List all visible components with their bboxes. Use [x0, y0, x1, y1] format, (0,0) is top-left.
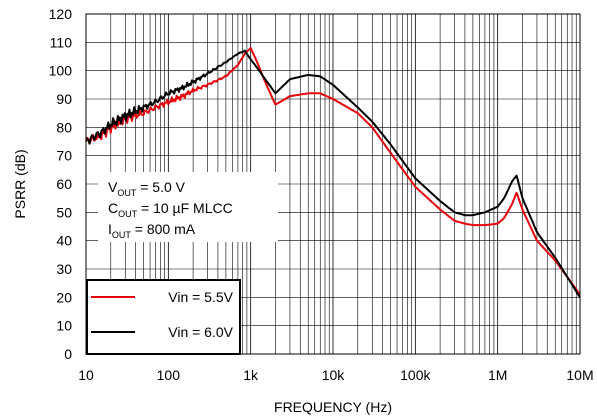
legend-label-series-2: Vin = 6.0V	[168, 324, 233, 340]
y-tick-label: 0	[64, 346, 72, 362]
annotation-vout: VOUT = 5.0 V	[108, 179, 186, 198]
legend-label-series-1: Vin = 5.5V	[168, 289, 233, 305]
y-tick-label: 90	[56, 91, 72, 107]
y-tick-label: 70	[56, 148, 72, 164]
y-tick-label: 120	[49, 6, 73, 22]
x-tick-label: 100k	[400, 367, 431, 383]
annotation-cout: COUT = 10 µF MLCC	[108, 200, 233, 219]
conditions-box: VOUT = 5.0 V COUT = 10 µF MLCC IOUT = 80…	[98, 172, 278, 242]
y-tick-label: 50	[56, 204, 72, 220]
x-tick-labels: 10 100 1k 10k 100k 1M 10M	[78, 367, 593, 383]
y-tick-label: 20	[56, 289, 72, 305]
y-tick-label: 80	[56, 119, 72, 135]
x-axis-label: FREQUENCY (Hz)	[274, 399, 392, 415]
x-tick-label: 10	[78, 367, 94, 383]
y-axis-label: PSRR (dB)	[12, 149, 28, 218]
legend-box	[86, 279, 241, 355]
legend: Vin = 5.5V Vin = 6.0V	[86, 279, 241, 355]
x-tick-label: 1k	[243, 367, 259, 383]
annotation-iout: IOUT = 800 mA	[108, 221, 196, 240]
plot-frame	[85, 13, 581, 355]
y-tick-label: 30	[56, 261, 72, 277]
y-tick-label: 100	[49, 63, 73, 79]
y-tick-label: 60	[56, 176, 72, 192]
conditions-box-bg	[98, 172, 278, 242]
series-line-1	[85, 47, 581, 296]
series-layer	[85, 47, 581, 298]
x-tick-label: 10M	[566, 367, 593, 383]
series-line-2	[85, 49, 581, 298]
x-tick-label: 10k	[322, 367, 346, 383]
y-tick-labels: 0 10 20 30 40 50 60 70 80 90 100 110 120	[49, 6, 73, 362]
y-tick-label: 10	[56, 318, 72, 334]
x-tick-label: 100	[157, 367, 181, 383]
y-tick-label: 110	[50, 34, 73, 50]
x-tick-label: 1M	[488, 367, 507, 383]
y-tick-label: 40	[56, 233, 72, 249]
